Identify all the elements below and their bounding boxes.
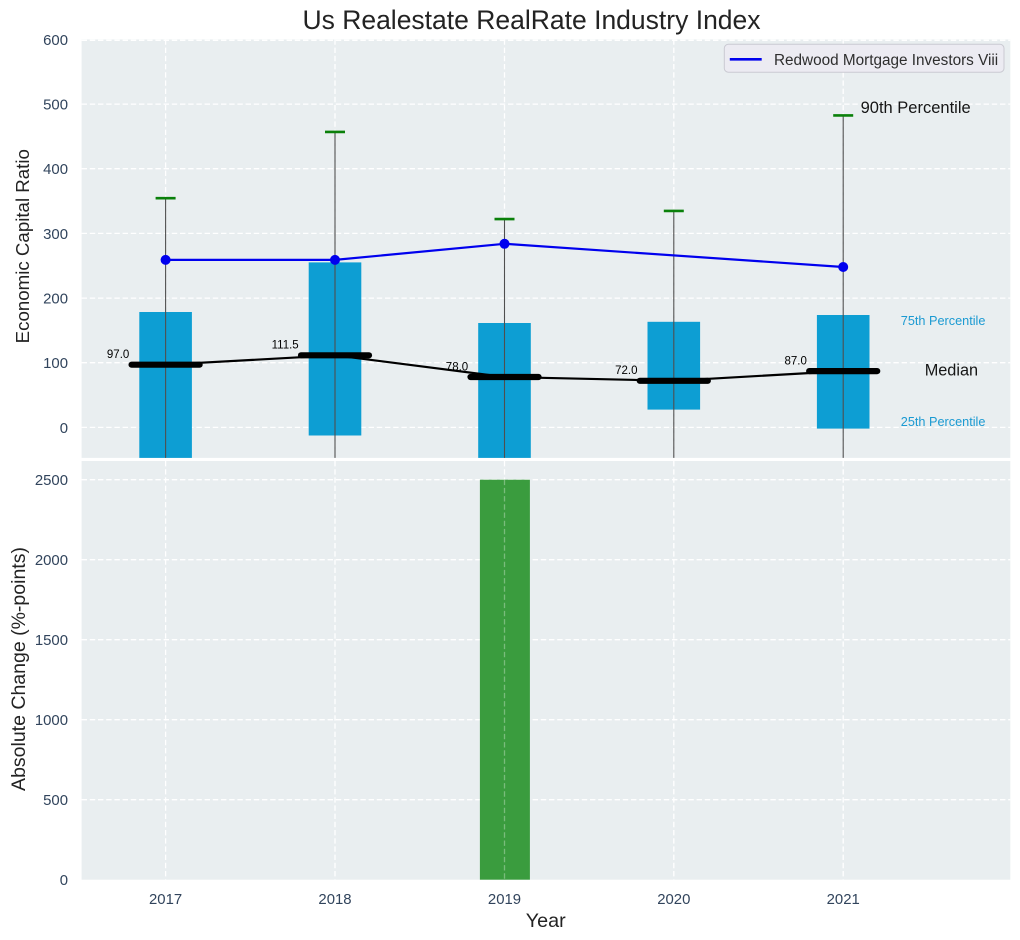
svg-text:75th Percentile: 75th Percentile (901, 314, 986, 328)
svg-text:500: 500 (43, 793, 68, 809)
svg-text:2018: 2018 (318, 892, 351, 908)
svg-text:78.0: 78.0 (446, 361, 468, 373)
svg-text:2017: 2017 (149, 892, 182, 908)
svg-text:Economic Capital Ratio: Economic Capital Ratio (12, 149, 33, 343)
svg-text:2020: 2020 (657, 892, 690, 908)
svg-text:300: 300 (43, 227, 68, 243)
svg-text:Year: Year (526, 910, 566, 932)
svg-text:Redwood Mortgage Investors Vii: Redwood Mortgage Investors Viii (774, 52, 998, 69)
svg-text:2000: 2000 (35, 553, 68, 569)
svg-text:Absolute Change (%-points): Absolute Change (%-points) (8, 547, 30, 791)
svg-text:600: 600 (43, 33, 68, 49)
svg-text:1500: 1500 (35, 633, 68, 649)
svg-text:100: 100 (43, 356, 68, 372)
svg-text:Us Realestate RealRate Industr: Us Realestate RealRate Industry Index (302, 5, 760, 35)
svg-text:87.0: 87.0 (785, 356, 807, 368)
svg-text:400: 400 (43, 162, 68, 178)
svg-text:2500: 2500 (35, 473, 68, 489)
svg-text:72.0: 72.0 (615, 365, 637, 377)
svg-text:2021: 2021 (827, 892, 860, 908)
svg-text:2019: 2019 (488, 892, 521, 908)
svg-text:0: 0 (60, 873, 68, 889)
svg-text:97.0: 97.0 (107, 349, 129, 361)
svg-text:111.5: 111.5 (272, 340, 299, 352)
svg-text:Median: Median (925, 362, 978, 380)
svg-text:500: 500 (43, 98, 68, 114)
svg-text:90th Percentile: 90th Percentile (861, 99, 971, 117)
svg-text:0: 0 (60, 421, 68, 437)
svg-text:200: 200 (43, 292, 68, 308)
svg-text:25th Percentile: 25th Percentile (901, 415, 986, 429)
svg-text:1000: 1000 (35, 713, 68, 729)
